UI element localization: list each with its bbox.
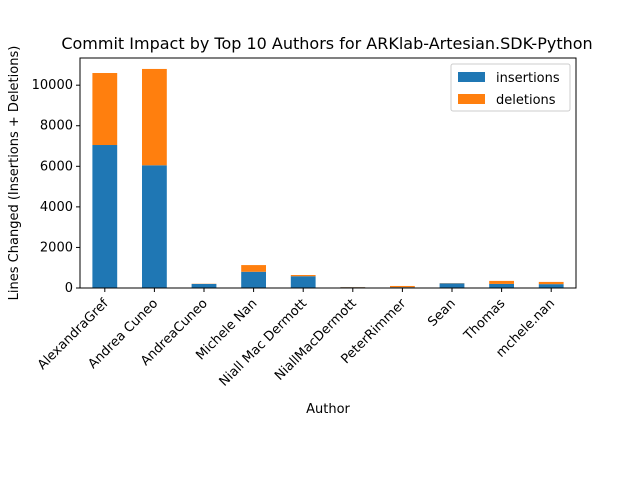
legend-label-deletions: deletions [496, 93, 556, 108]
bar-deletions-8 [489, 280, 514, 284]
bar-insertions-2 [191, 283, 217, 288]
bar-deletions-0 [92, 73, 118, 146]
y-tick-label: 8000 [40, 119, 73, 134]
bar-insertions-3 [241, 271, 266, 288]
bars-layer [92, 68, 564, 288]
y-axis: 0 2000 4000 6000 8000 10000 [32, 78, 80, 296]
bar-insertions-4 [290, 276, 316, 288]
bar-insertions-7 [439, 283, 465, 288]
bar-deletions-9 [538, 281, 564, 285]
legend-swatch-deletions [458, 94, 485, 104]
legend-label-insertions: insertions [496, 71, 560, 86]
legend: insertions deletions [450, 63, 571, 112]
plot-frame [79, 57, 577, 289]
y-tick-label: 4000 [40, 200, 73, 215]
bar-insertions-8 [489, 283, 514, 288]
bar-deletions-1 [142, 68, 167, 166]
bar-deletions-3 [241, 265, 266, 272]
bar-insertions-1 [142, 165, 167, 288]
y-tick-label: 6000 [40, 159, 73, 174]
legend-swatch-insertions [458, 72, 485, 82]
x-axis-label: Author [306, 402, 350, 417]
y-tick-label: 0 [65, 281, 73, 296]
y-axis-label: Lines Changed (Insertions + Deletions) [7, 46, 22, 301]
bar-deletions-4 [290, 275, 316, 277]
chart-title: Commit Impact by Top 10 Authors for ARKl… [61, 34, 592, 53]
bar-insertions-9 [538, 284, 564, 288]
bar-insertions-0 [92, 145, 118, 288]
y-tick-label: 2000 [40, 240, 73, 255]
y-tick-label: 10000 [32, 78, 73, 93]
bar-deletions-6 [390, 285, 415, 288]
